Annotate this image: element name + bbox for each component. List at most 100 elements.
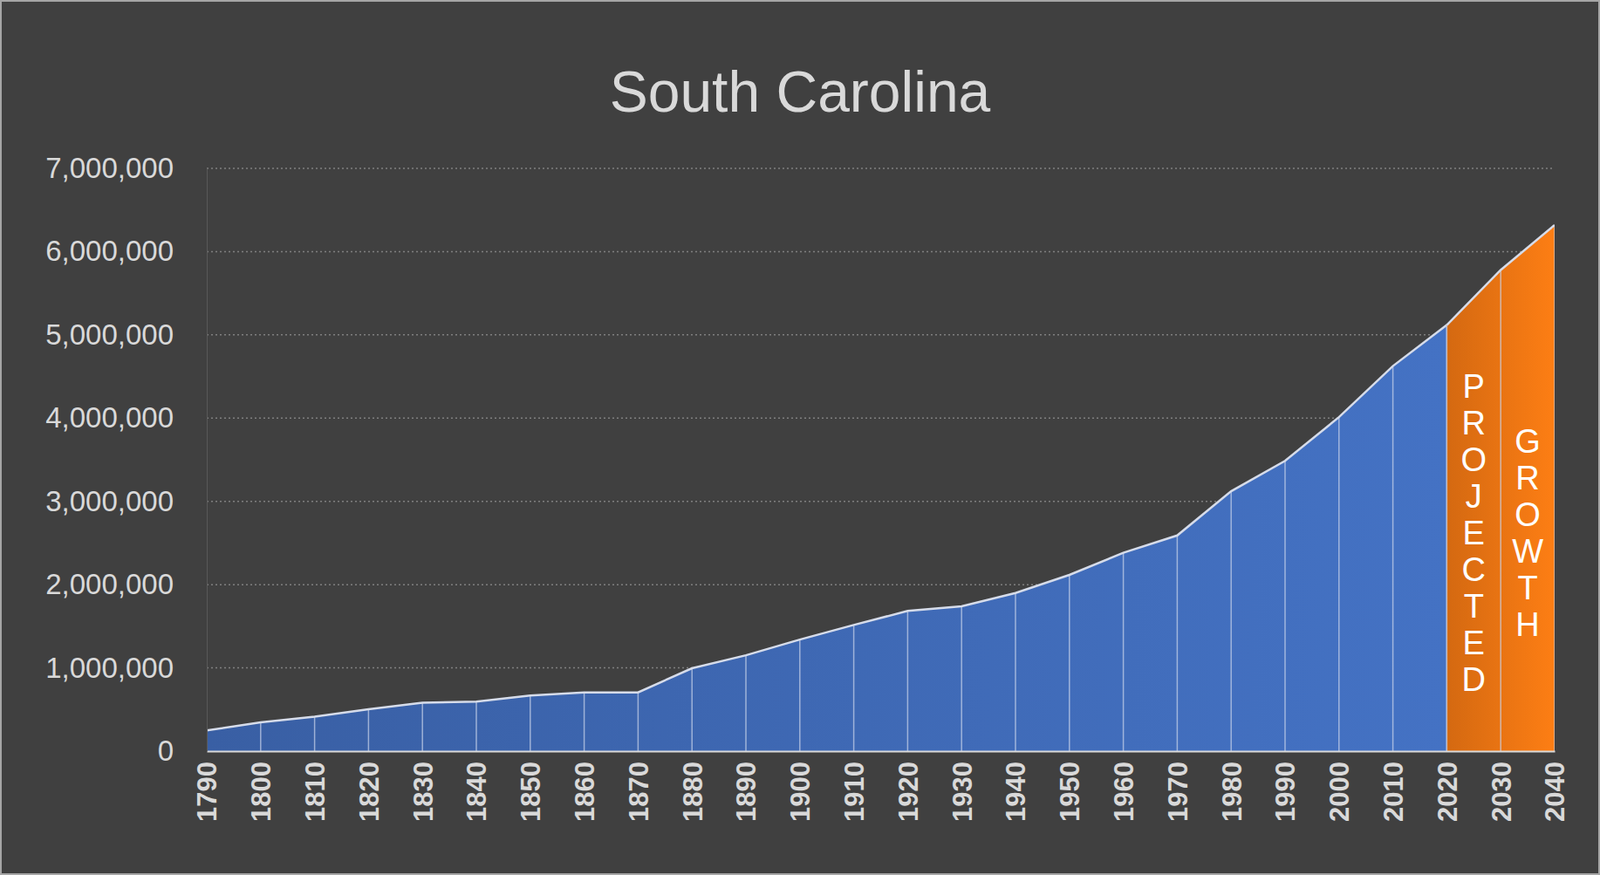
x-tick-label: 2040 — [1539, 761, 1571, 822]
area — [206, 325, 1447, 752]
annotation: GROWTH — [1511, 423, 1544, 643]
y-tick-label: 6,000,000 — [45, 234, 174, 267]
x-tick: 1870 — [623, 751, 655, 822]
x-tick: 1860 — [569, 751, 601, 822]
y-tick: 7,000,000 — [45, 151, 207, 185]
y-tick-label: 2,000,000 — [45, 567, 174, 601]
x-tick: 1900 — [785, 751, 816, 822]
drop-line — [1446, 325, 1449, 752]
y-axis-line — [206, 169, 208, 753]
drop-line — [314, 716, 316, 752]
x-tick: 1810 — [300, 751, 331, 822]
drop-line — [1014, 593, 1017, 752]
x-tick-label: 1930 — [947, 761, 978, 822]
drop-line — [799, 639, 801, 752]
drop-line — [1176, 535, 1179, 752]
x-tick: 1850 — [515, 751, 547, 822]
x-tick-label: 1960 — [1108, 761, 1140, 822]
x-tick: 1800 — [246, 751, 277, 822]
drop-line — [1446, 325, 1449, 752]
drop-line — [1122, 553, 1125, 752]
background — [0, 0, 1600, 875]
x-tick-label: 1890 — [731, 761, 762, 822]
drop-line — [1553, 225, 1555, 752]
drop-line — [475, 701, 478, 752]
grid — [206, 168, 1555, 752]
x-tick-label: 2020 — [1432, 761, 1464, 822]
x-tick: 1840 — [461, 751, 493, 822]
x-tick-label: 2010 — [1378, 761, 1409, 822]
drop-line — [1068, 574, 1071, 752]
x-tick-label: 1800 — [246, 761, 277, 822]
x-tick-label: 1900 — [785, 761, 816, 822]
drop-line — [637, 692, 640, 752]
x-tick-label: 1840 — [461, 761, 493, 822]
drop-line — [1338, 417, 1341, 752]
y-tick: 0 — [157, 734, 207, 767]
y-axis: 0 1,000,000 2,000,000 3,000,000 4,000,000 5,0… — [45, 151, 207, 767]
x-tick: 1920 — [893, 751, 924, 822]
x-tick-label: 1790 — [191, 761, 223, 822]
x-tick-label: 1990 — [1270, 761, 1301, 822]
y-tick: 3,000,000 — [45, 485, 207, 518]
x-tick: 1880 — [677, 751, 709, 822]
x-tick-label: 1870 — [623, 761, 655, 822]
x-tick-label: 1820 — [354, 761, 385, 822]
x-tick-label: 1880 — [677, 761, 709, 822]
y-tick-label: 0 — [157, 734, 174, 767]
area — [1446, 225, 1555, 752]
y-tick-label: 1,000,000 — [45, 651, 174, 684]
y-tick-label: 5,000,000 — [45, 318, 174, 351]
y-tick: 4,000,000 — [45, 401, 207, 434]
x-tick: 1960 — [1108, 751, 1140, 822]
y-tick: 5,000,000 — [45, 318, 207, 351]
x-tick-label: 2030 — [1486, 761, 1518, 822]
x-tick: 1930 — [947, 751, 978, 822]
x-tick: 1940 — [1000, 751, 1032, 822]
x-tick: 1980 — [1217, 751, 1248, 822]
x-tick-label: 1850 — [515, 761, 547, 822]
x-tick-label: 1950 — [1054, 761, 1086, 822]
y-tick: 6,000,000 — [45, 234, 207, 267]
x-tick: 2010 — [1378, 751, 1409, 822]
x-tick-label: 1860 — [569, 761, 601, 822]
drop-line — [853, 624, 855, 752]
x-tick: 2000 — [1324, 751, 1355, 822]
x-tick-label: 1830 — [408, 761, 439, 822]
x-tick: 1910 — [839, 751, 870, 822]
x-tick: 1890 — [731, 751, 762, 822]
area-outline — [206, 325, 1447, 732]
x-tick: 2020 — [1432, 751, 1464, 822]
x-axis-line — [207, 751, 1556, 753]
drop-line — [960, 606, 963, 752]
x-tick-label: 1970 — [1162, 761, 1194, 822]
y-tick-label: 3,000,000 — [45, 485, 174, 518]
drop-line — [1392, 366, 1395, 752]
chart: South Carolina PROJECTED GROWTH 1790 1800 181… — [0, 0, 1600, 875]
grid-line — [206, 251, 1555, 253]
x-tick: 1970 — [1162, 751, 1194, 822]
grid-line — [206, 167, 1555, 170]
drop-line — [1499, 269, 1502, 752]
title: South Carolina — [609, 59, 992, 124]
y-tick: 2,000,000 — [45, 567, 207, 601]
annotation: PROJECTED — [1461, 368, 1488, 698]
x-tick-label: 1940 — [1000, 761, 1032, 822]
drop-line — [529, 695, 532, 752]
x-tick: 1990 — [1270, 751, 1301, 822]
drop-line — [259, 722, 262, 752]
y-tick: 1,000,000 — [45, 651, 207, 684]
drop-line — [1230, 491, 1232, 752]
x-tick: 1950 — [1054, 751, 1086, 822]
x-tick: 1820 — [354, 751, 385, 822]
x-tick: 2040 — [1539, 751, 1571, 822]
y-tick-label: 7,000,000 — [45, 151, 174, 185]
grid-line — [206, 334, 1555, 336]
x-tick: 1830 — [408, 751, 439, 822]
x-tick-label: 1910 — [839, 761, 870, 822]
x-tick-label: 1980 — [1217, 761, 1248, 822]
x-tick-label: 1810 — [300, 761, 331, 822]
plot-area — [206, 225, 1555, 752]
x-axis: 1790 1800 1810 1820 1830 1840 1850 1860 1870 1880… — [191, 751, 1571, 822]
x-tick-label: 2000 — [1324, 761, 1355, 822]
